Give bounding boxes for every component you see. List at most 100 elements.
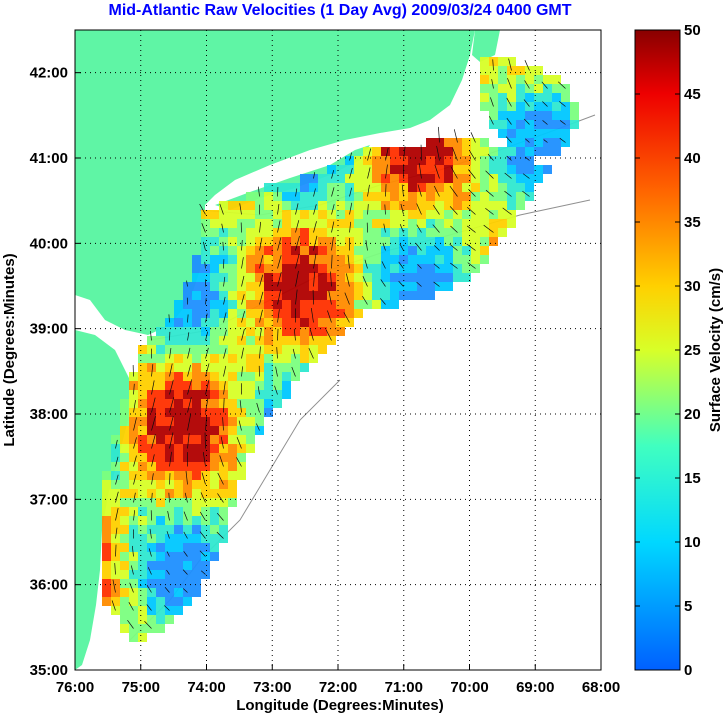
velocity-cell xyxy=(174,453,183,462)
velocity-vector xyxy=(187,414,191,431)
velocity-cell xyxy=(255,237,264,246)
velocity-cell xyxy=(228,345,237,354)
velocity-cell xyxy=(426,165,435,174)
velocity-cell xyxy=(129,579,138,588)
velocity-cell xyxy=(246,192,255,201)
velocity-cell xyxy=(543,111,552,120)
velocity-cell xyxy=(120,579,129,588)
velocity-vector xyxy=(450,262,458,269)
velocity-cell xyxy=(237,327,246,336)
velocity-cell xyxy=(417,273,426,282)
velocity-cell xyxy=(129,417,138,426)
velocity-cell xyxy=(174,417,183,426)
velocity-cell xyxy=(174,309,183,318)
velocity-vector xyxy=(168,314,170,323)
velocity-vector xyxy=(331,221,335,233)
velocity-cell xyxy=(282,327,291,336)
velocity-cell xyxy=(489,219,498,228)
velocity-cell xyxy=(534,129,543,138)
velocity-cell xyxy=(300,354,309,363)
velocity-cell xyxy=(471,147,480,156)
y-tick-label: 38:00 xyxy=(30,406,68,423)
velocity-vector xyxy=(130,565,134,575)
velocity-cell xyxy=(426,156,435,165)
velocity-cell xyxy=(354,300,363,309)
velocity-cell xyxy=(390,165,399,174)
velocity-cell xyxy=(453,165,462,174)
velocity-cell xyxy=(111,489,120,498)
velocity-vector xyxy=(239,400,242,413)
velocity-cell xyxy=(246,354,255,363)
velocity-cell xyxy=(345,255,354,264)
velocity-cell xyxy=(120,489,129,498)
velocity-cell xyxy=(264,183,273,192)
velocity-cell xyxy=(444,264,453,273)
velocity-cell xyxy=(408,219,417,228)
velocity-cell xyxy=(120,498,129,507)
velocity-vector xyxy=(313,172,316,179)
velocity-cell xyxy=(183,525,192,534)
velocity-cell xyxy=(372,174,381,183)
velocity-cell xyxy=(408,174,417,183)
velocity-cell xyxy=(282,228,291,237)
velocity-cell xyxy=(534,66,543,75)
velocity-vector xyxy=(219,455,224,467)
velocity-cell xyxy=(516,183,525,192)
velocity-cell xyxy=(228,309,237,318)
velocity-cell xyxy=(489,147,498,156)
velocity-vector xyxy=(169,432,174,449)
velocity-cell xyxy=(228,291,237,300)
velocity-cell xyxy=(228,318,237,327)
velocity-cell xyxy=(219,399,228,408)
velocity-cell xyxy=(246,390,255,399)
colorbar-gradient xyxy=(634,29,681,671)
velocity-cell xyxy=(210,300,219,309)
velocity-vector xyxy=(505,136,512,143)
velocity-cell xyxy=(120,588,129,597)
velocity-cell xyxy=(201,471,210,480)
velocity-cell xyxy=(102,534,111,543)
velocity-cell xyxy=(147,471,156,480)
velocity-vector xyxy=(133,383,135,395)
velocity-cell xyxy=(156,453,165,462)
velocity-cell xyxy=(174,354,183,363)
velocity-vector xyxy=(380,298,386,305)
velocity-cell xyxy=(192,318,201,327)
velocity-cell xyxy=(327,183,336,192)
velocity-cell xyxy=(300,246,309,255)
velocity-vector xyxy=(325,329,332,341)
velocity-cell xyxy=(183,363,192,372)
velocity-cell xyxy=(372,183,381,192)
velocity-cell xyxy=(156,588,165,597)
velocity-vector xyxy=(277,204,280,215)
velocity-cell xyxy=(192,552,201,561)
velocity-cell xyxy=(201,561,210,570)
velocity-cell xyxy=(111,507,120,516)
velocity-cell xyxy=(192,516,201,525)
velocity-vector xyxy=(436,145,440,161)
velocity-cell xyxy=(264,255,273,264)
x-tick-label: 75:00 xyxy=(122,679,160,696)
x-tick-labels: 76:00 75:00 74:00 73:00 72:00 71:00 70:00 69:00… xyxy=(56,664,620,696)
colorbar-tick-label: 15 xyxy=(684,470,701,487)
velocity-cell xyxy=(138,516,147,525)
velocity-cell xyxy=(354,156,363,165)
velocity-cell xyxy=(291,183,300,192)
velocity-cell xyxy=(480,174,489,183)
velocity-vector xyxy=(492,59,494,71)
velocity-cell xyxy=(246,381,255,390)
velocity-cell xyxy=(174,489,183,498)
velocity-vector xyxy=(385,184,387,197)
velocity-vector xyxy=(151,434,156,449)
velocity-cell xyxy=(120,426,129,435)
velocity-cell xyxy=(228,219,237,228)
velocity-vector xyxy=(199,511,206,521)
velocity-vector xyxy=(330,271,332,287)
velocity-cell xyxy=(183,579,192,588)
velocity-cell xyxy=(237,273,246,282)
velocity-cell xyxy=(480,93,489,102)
velocity-cell xyxy=(354,264,363,273)
velocity-vector xyxy=(507,77,512,89)
velocity-vector xyxy=(559,120,566,125)
